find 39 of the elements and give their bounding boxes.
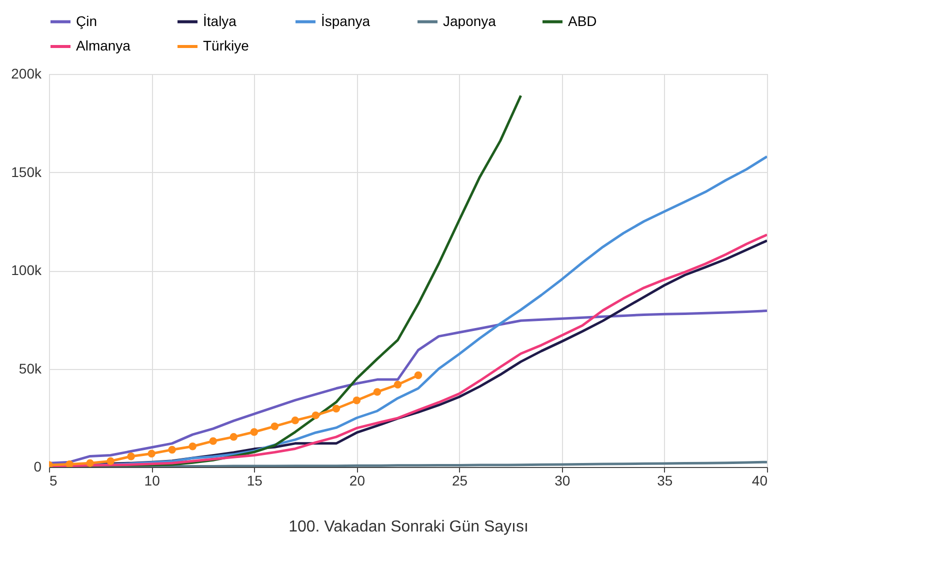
x-tick-label: 40 (752, 472, 768, 488)
point (352, 396, 361, 404)
point (230, 433, 238, 441)
point (250, 428, 258, 436)
legend-label: ABD (568, 12, 597, 29)
point (312, 411, 320, 420)
x-axis-title: 100. Vakadan Sonraki Gün Sayısı (288, 518, 528, 536)
x-tick-label: 5 (50, 472, 58, 488)
legend-label: Çin (76, 12, 98, 29)
y-tick-label: 150k (11, 164, 42, 180)
point (209, 437, 217, 445)
point (106, 457, 114, 465)
point (394, 380, 402, 389)
y-tick-label: 100k (11, 262, 42, 278)
point (373, 388, 382, 396)
point (270, 422, 279, 430)
point (168, 446, 176, 454)
point (86, 459, 94, 467)
legend-label: Türkiye (203, 38, 250, 54)
y-tick-label: 50k (18, 360, 42, 376)
legend-label: Almanya (76, 38, 131, 54)
point (291, 416, 300, 424)
y-tick-label: 0 (34, 458, 42, 474)
point (127, 452, 135, 460)
point (332, 404, 340, 413)
x-tick-label: 15 (246, 472, 263, 488)
point (414, 371, 422, 380)
x-tick-label: 35 (657, 472, 673, 488)
point (148, 450, 156, 458)
x-tick-label: 10 (144, 472, 160, 488)
y-tick-label: 200k (11, 66, 42, 82)
legend-label: Japonya (443, 12, 496, 29)
x-tick-label: 30 (554, 472, 570, 488)
point (66, 460, 74, 467)
legend-label: İspanya (321, 12, 370, 29)
x-tick-label: 25 (452, 472, 468, 488)
legend-label: İtalya (203, 12, 237, 29)
point (188, 442, 196, 450)
x-tick-label: 20 (349, 472, 366, 488)
